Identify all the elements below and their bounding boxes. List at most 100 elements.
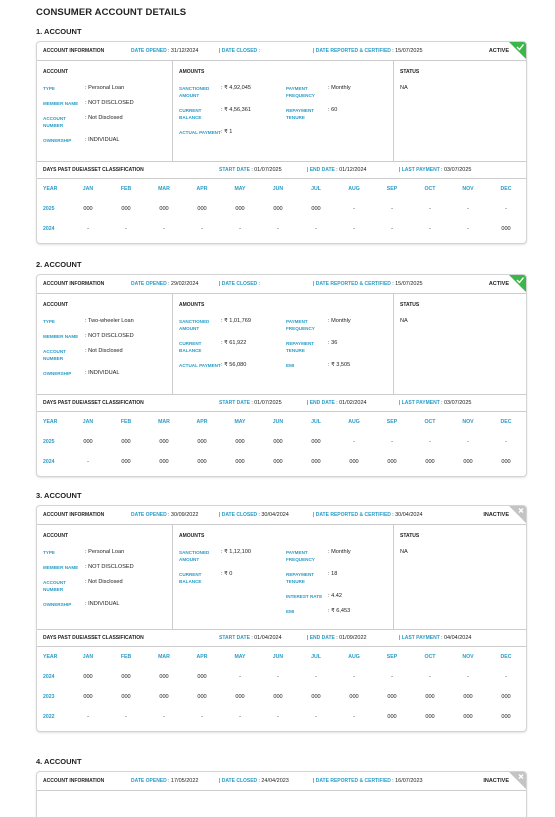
year-cell: 2023 (43, 694, 55, 700)
date-closed: DATE CLOSED30/04/2024 (219, 506, 289, 524)
dpd-header-row: YEAR JAN FEB MAR APR MAY JUN JUL AUG SEP OCT NOV DEC (43, 412, 526, 432)
field-label: OWNERSHIP (43, 602, 72, 607)
field-value: ₹ 61,922 (221, 340, 246, 354)
dpd-cell: - (239, 226, 241, 232)
dpd-cell: 000 (501, 459, 511, 465)
field: PAYMENT FREQUENCY Monthly (286, 318, 387, 332)
account-column: ACCOUNT TYPE Two-wheeler Loan MEMBER NAME NO… (37, 294, 173, 394)
field-label: EMI (286, 609, 295, 614)
account-heading: 3. ACCOUNT (36, 491, 82, 500)
column-header: AUG (348, 186, 360, 192)
end-date: END DATE01/09/2022 (307, 630, 367, 646)
field-label: DATE OPENED (131, 281, 171, 287)
field-value: 29/02/2024 (170, 281, 199, 287)
field-value: 01/02/2024 (339, 400, 367, 406)
year-cell: 2024 (43, 674, 55, 680)
field-label: DATE REPORTED & CERTIFIED (316, 778, 395, 784)
account-column: ACCOUNT TYPE Personal Loan MEMBER NAME NOT D… (37, 61, 173, 161)
dpd-cell: 000 (235, 206, 245, 212)
field: ACCOUNT NUMBER Not Disclosed (43, 348, 166, 362)
dpd-cell: 000 (121, 674, 131, 680)
column-title: AMOUNTS (179, 302, 205, 308)
account-info-header: ACCOUNT INFORMATION DATE OPENED31/12/2024… (37, 42, 526, 61)
column-header: MAY (234, 654, 246, 660)
dpd-cell: - (467, 674, 469, 680)
account-status: INACTIVE (483, 512, 509, 518)
field-label: DATE REPORTED & CERTIFIED (316, 48, 395, 54)
dpd-cell: - (391, 226, 393, 232)
dpd-cell: - (125, 226, 127, 232)
field-label: DATE OPENED (131, 512, 171, 518)
dpd-row: 2025 000 000 000 000 000 000 000 - - - - - (43, 199, 526, 219)
dpd-cell: 000 (463, 459, 473, 465)
year-cell: 2024 (43, 459, 55, 465)
column-header: APR (196, 419, 208, 425)
field: INTEREST RATE 4.42 (286, 593, 387, 600)
field-value: INDIVIDUAL (85, 370, 119, 377)
field-value: 01/12/2024 (339, 167, 367, 173)
field-label: MEMBER NAME (43, 565, 79, 570)
field-label: DATE OPENED (131, 48, 171, 54)
end-date: END DATE01/12/2024 (307, 162, 367, 178)
field: MEMBER NAME NOT DISCLOSED (43, 564, 166, 571)
dpd-cell: - (201, 226, 203, 232)
field-label: DATE CLOSED (222, 778, 262, 784)
field: REPAYMENT TENURE 18 (286, 571, 387, 585)
dpd-cell: 000 (273, 459, 283, 465)
field-value: 18 (328, 571, 337, 585)
amounts-column: AMOUNTS SANCTIONED AMOUNT ₹ 1,12,100 CURREN… (173, 525, 394, 629)
field-value: ₹ 1,12,100 (221, 549, 251, 563)
dpd-row: 2023 000 000 000 000 000 000 000 000 000 000 000 000 (43, 687, 526, 707)
column-title: AMOUNTS (179, 533, 205, 539)
column-header: JAN (82, 419, 94, 425)
date-closed: DATE CLOSED (219, 275, 260, 293)
status-value: NA (400, 549, 408, 555)
dpd-cell: 000 (159, 439, 169, 445)
column-header: MAY (234, 419, 246, 425)
page-title: CONSUMER ACCOUNT DETAILS (36, 7, 187, 18)
amounts-column: AMOUNTS SANCTIONED AMOUNT ₹ 4,92,045 CURREN… (173, 61, 394, 161)
field: OWNERSHIP INDIVIDUAL (43, 601, 166, 608)
year-cell: 2022 (43, 714, 55, 720)
field-value: 01/04/2024 (254, 635, 282, 641)
field-label: MEMBER NAME (43, 334, 79, 339)
field: CURRENT BALANCE ₹ 4,56,361 (179, 107, 286, 121)
dpd-cell: - (391, 206, 393, 212)
field-label: SANCTIONED AMOUNT (179, 319, 210, 331)
dpd-cell: 000 (121, 694, 131, 700)
dpd-cell: 000 (197, 674, 207, 680)
account-section: 4. ACCOUNT ACCOUNT INFORMATION DATE OPENED… (36, 757, 527, 817)
field-value: ₹ 56,080 (221, 362, 246, 369)
status-badge (509, 42, 526, 59)
dpd-cell: 000 (387, 694, 397, 700)
field: SANCTIONED AMOUNT ₹ 4,92,045 (179, 85, 286, 99)
end-date: END DATE01/02/2024 (307, 395, 367, 411)
field: TYPE Personal Loan (43, 85, 166, 92)
field-label: ACTUAL PAYMENT (179, 130, 221, 135)
field: ACTUAL PAYMENT₹ 1 (179, 129, 286, 136)
last-payment: LAST PAYMENT04/04/2024 (399, 630, 472, 646)
dpd-cell: 000 (83, 439, 93, 445)
account-info-header: ACCOUNT INFORMATION DATE OPENED30/09/2022… (37, 506, 526, 525)
dpd-cell: 000 (387, 714, 397, 720)
account-body: ACCOUNT TYPE Two-wheeler Loan MEMBER NAME NO… (37, 294, 526, 394)
field-value: NOT DISCLOSED (85, 333, 134, 340)
dpd-cell: - (163, 714, 165, 720)
field-value: 15/07/2025 (395, 48, 423, 54)
status-badge (509, 506, 526, 523)
field: EMI ₹ 6,453 (286, 608, 387, 615)
dpd-cell: 000 (159, 459, 169, 465)
field-label: LAST PAYMENT (402, 167, 444, 173)
field-value: Not Disclosed (85, 115, 123, 129)
column-header: DEC (500, 419, 512, 425)
dpd-title: DAYS PAST DUE/ASSET CLASSIFICATION (43, 400, 144, 406)
dpd-cell: - (467, 206, 469, 212)
dpd-cell: - (429, 226, 431, 232)
field-value: 30/09/2022 (170, 512, 199, 518)
date-closed: DATE CLOSED24/04/2023 (219, 772, 289, 790)
dpd-cell: 000 (235, 439, 245, 445)
field-label: ACCOUNT NUMBER (43, 580, 66, 592)
field-value: 03/07/2025 (443, 167, 472, 173)
account-body: ACCOUNT TYPE Personal Loan MEMBER NAME NOT D… (37, 525, 526, 629)
status-value: NA (400, 85, 408, 91)
